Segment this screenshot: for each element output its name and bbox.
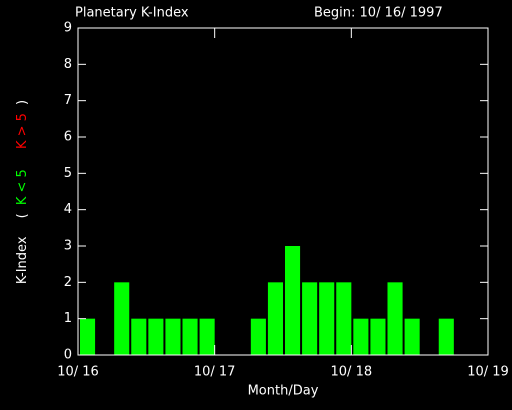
x-tick-label: 10/ 18 <box>331 365 373 380</box>
y-tick-label: 1 <box>64 311 72 326</box>
y-tick-label: 2 <box>64 275 72 290</box>
chart-title: Planetary K-Index <box>75 6 189 21</box>
bar <box>336 282 352 355</box>
y-tick-label: 5 <box>64 166 72 181</box>
bar <box>267 282 283 355</box>
bar <box>80 318 96 355</box>
bar <box>199 318 215 355</box>
bar <box>165 318 181 355</box>
bar <box>302 282 318 355</box>
y-tick-label: 0 <box>64 348 72 363</box>
bar <box>131 318 147 355</box>
bar <box>319 282 335 355</box>
bar <box>387 282 403 355</box>
legend-entry: K < 5 <box>15 169 30 205</box>
y-tick-label: 8 <box>64 57 72 72</box>
bar <box>114 282 130 355</box>
y-tick-label: 9 <box>64 21 72 36</box>
legend-entry: K > 5 <box>15 113 30 149</box>
x-tick-label: 10/ 17 <box>194 365 236 380</box>
plot-frame <box>77 27 489 356</box>
bar <box>182 318 198 355</box>
chart-subtitle: Begin: 10/ 16/ 1997 <box>314 6 443 21</box>
bar <box>370 318 386 355</box>
y-label-text: K-Index <box>15 236 30 284</box>
bar <box>404 318 420 355</box>
y-tick-label: 7 <box>64 93 72 108</box>
legend-bracket: ( <box>15 213 30 218</box>
legend-bracket: ) <box>15 100 30 105</box>
y-tick-label: 3 <box>64 239 72 254</box>
bar <box>353 318 369 355</box>
x-axis-label: Month/Day <box>248 384 319 399</box>
bar <box>285 246 301 355</box>
x-tick-label: 10/ 16 <box>57 365 99 380</box>
y-tick-label: 4 <box>64 202 72 217</box>
bar <box>148 318 164 355</box>
bar <box>438 318 454 355</box>
bar <box>250 318 266 355</box>
x-tick-label: 10/ 19 <box>467 365 509 380</box>
y-axis-label: K-Index ( K < 5 K > 5 ) <box>15 100 30 284</box>
y-tick-label: 6 <box>64 130 72 145</box>
